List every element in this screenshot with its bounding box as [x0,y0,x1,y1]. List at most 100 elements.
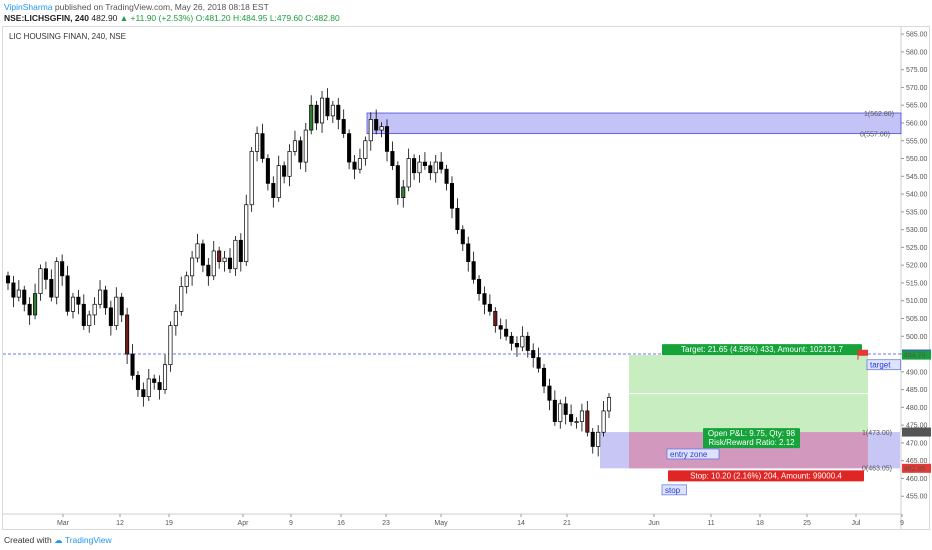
candle[interactable] [92,303,97,316]
candle[interactable] [341,119,346,134]
candle[interactable] [244,204,249,262]
candle[interactable] [390,151,395,166]
annotation-stop[interactable] [661,484,687,496]
candle[interactable] [76,296,81,305]
candle[interactable] [227,257,233,270]
candle[interactable] [141,389,146,398]
candle[interactable] [363,140,368,159]
candle[interactable] [249,151,254,206]
candle[interactable] [417,161,422,174]
candle[interactable] [536,357,541,369]
candle[interactable] [395,165,400,198]
candle[interactable] [43,268,48,280]
candle[interactable] [520,335,525,348]
candle[interactable] [233,239,238,270]
candle[interactable] [531,350,536,358]
candle[interactable] [184,275,189,287]
candle[interactable] [466,243,471,262]
candle[interactable] [276,165,281,198]
candle[interactable] [477,279,482,294]
candle[interactable] [238,239,243,262]
candle[interactable] [374,119,379,131]
candle[interactable] [449,183,455,209]
candle[interactable] [135,375,140,390]
candle[interactable] [162,364,168,390]
candle[interactable] [444,168,449,184]
candle[interactable] [336,104,341,120]
candle[interactable] [309,104,314,131]
candle[interactable] [114,296,119,326]
candle[interactable] [16,289,21,298]
candle[interactable] [65,275,70,312]
candle[interactable] [552,399,557,422]
candle[interactable] [152,378,157,383]
candle[interactable] [292,140,297,152]
stop-label[interactable] [668,470,864,482]
candle[interactable] [260,133,265,159]
candle[interactable] [401,186,406,198]
candle[interactable] [11,282,16,298]
candle[interactable] [493,311,498,326]
candle[interactable] [460,229,465,245]
candle[interactable] [563,403,568,415]
candle[interactable] [265,158,270,184]
pnl-label[interactable] [703,428,800,449]
target-label[interactable] [662,344,862,356]
candle[interactable] [428,165,433,174]
candle[interactable] [406,158,411,188]
candle[interactable] [87,314,92,326]
candle[interactable] [119,296,124,316]
candle[interactable] [33,293,38,316]
candle[interactable] [54,261,59,298]
candle[interactable] [5,275,11,284]
candle[interactable] [330,104,335,117]
candle[interactable] [190,257,195,277]
candle[interactable] [498,325,503,330]
candle[interactable] [547,385,552,401]
candle[interactable] [146,378,151,398]
candle[interactable] [384,126,390,152]
candle[interactable] [585,410,590,433]
candle[interactable] [255,133,260,152]
fib-zone-resistance[interactable] [366,112,902,135]
candle[interactable] [179,286,184,312]
candle[interactable] [173,311,178,326]
candle[interactable] [325,97,330,117]
candle[interactable] [368,119,373,142]
candle[interactable] [509,335,514,344]
candle[interactable] [525,335,530,351]
annotation-target[interactable] [866,359,901,371]
candle[interactable] [482,293,487,305]
candle[interactable] [22,289,27,305]
candle[interactable] [108,307,113,326]
candle[interactable] [514,343,519,348]
candle[interactable] [271,183,276,198]
candle[interactable] [168,325,173,366]
candle[interactable] [60,261,65,277]
candle[interactable] [558,403,563,422]
author-link[interactable]: VipinSharma [4,2,53,12]
candle[interactable] [27,303,32,316]
candle[interactable] [541,367,547,387]
candle[interactable] [81,303,86,326]
candle[interactable] [287,151,292,177]
candle[interactable] [504,328,509,337]
candle[interactable] [422,161,427,166]
candle[interactable] [211,250,216,277]
candle[interactable] [320,97,325,124]
candle[interactable] [314,104,319,124]
candle[interactable] [200,243,205,266]
flag-icon[interactable] [858,349,868,356]
candle[interactable] [282,165,287,177]
candle[interactable] [379,126,384,131]
candle[interactable] [70,296,76,312]
candle[interactable] [433,161,438,174]
candle[interactable] [298,140,303,163]
tradingview-logo[interactable]: ☁ TradingView [54,535,112,545]
candle[interactable] [471,261,476,280]
candle[interactable] [125,314,130,355]
candle[interactable] [352,161,357,170]
candle[interactable] [601,410,606,433]
candle[interactable] [217,250,222,262]
